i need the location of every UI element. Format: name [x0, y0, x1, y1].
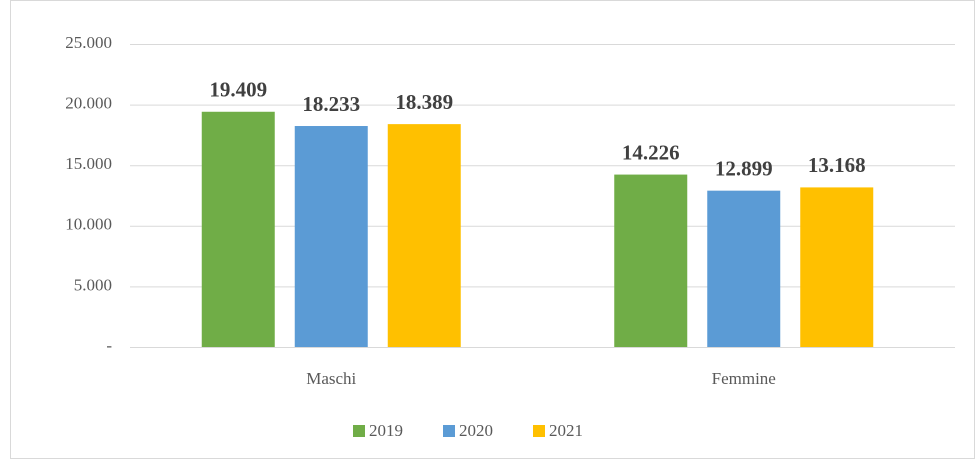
legend-swatch — [353, 425, 365, 437]
bar — [707, 190, 781, 347]
bar — [387, 124, 461, 347]
y-tick-label: - — [106, 336, 112, 355]
bar — [294, 126, 368, 347]
y-tick-label: 5.000 — [74, 275, 112, 294]
data-label: 12.899 — [715, 156, 773, 180]
y-tick-label: 20.000 — [65, 94, 112, 113]
legend-swatch — [533, 425, 545, 437]
bar — [201, 111, 275, 348]
legend-swatch — [443, 425, 455, 437]
data-label: 18.389 — [395, 90, 453, 114]
data-label: 18.233 — [302, 92, 360, 116]
bar — [800, 187, 874, 347]
x-tick-label: Femmine — [712, 369, 776, 388]
y-tick-label: 10.000 — [65, 215, 112, 234]
legend-label: 2021 — [549, 421, 583, 440]
data-label: 19.409 — [209, 78, 267, 102]
x-tick-label: Maschi — [306, 369, 356, 388]
data-label: 13.168 — [808, 153, 866, 177]
legend-label: 2019 — [369, 421, 403, 440]
data-label: 14.226 — [622, 140, 680, 164]
y-tick-label: 25.000 — [65, 33, 112, 52]
y-tick-label: 15.000 — [65, 154, 112, 173]
bar — [614, 174, 688, 347]
legend-label: 2020 — [459, 421, 493, 440]
